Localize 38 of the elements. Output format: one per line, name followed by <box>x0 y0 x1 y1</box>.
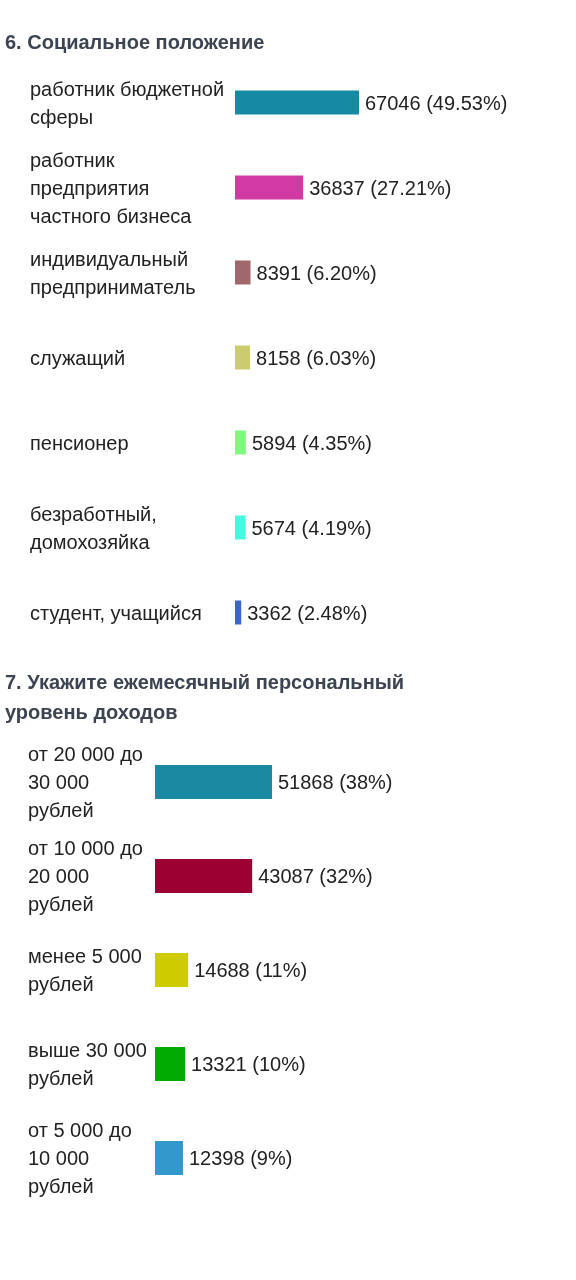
bar <box>155 1141 183 1175</box>
data-label: 36837 (27.21%) <box>309 176 452 199</box>
data-label: 14688 (11%) <box>194 959 308 981</box>
y-tick-label: служащий <box>30 346 126 369</box>
y-tick-label: от 10 000 до 20 000 рублей <box>28 837 143 915</box>
y-tick-label: безработный, домохозяйка <box>30 502 157 553</box>
data-label: 43087 (32%) <box>258 865 373 887</box>
data-label: 5674 (4.19%) <box>251 516 372 539</box>
data-label: 3362 (2.48%) <box>247 601 368 624</box>
bar <box>235 515 246 540</box>
y-tick-label: от 20 000 до 30 000 рублей <box>28 743 143 821</box>
data-label: 51868 (38%) <box>278 771 393 793</box>
chart-title: 7. Укажите ежемесячный персональный уровень доходов <box>5 671 405 723</box>
y-tick-label: студент, учащийся <box>30 601 202 624</box>
y-tick-label: работник предприятия частного бизнеса <box>30 148 193 227</box>
bar <box>235 345 251 370</box>
y-tick-label: работник бюджетной сферы <box>30 77 225 128</box>
bar <box>155 859 253 893</box>
y-tick-label: индивидуальный предприниматель <box>30 247 196 298</box>
bar <box>235 175 304 200</box>
bar <box>235 600 242 625</box>
chart-title: 6. Социальное положение <box>5 31 265 53</box>
bar <box>155 1047 186 1081</box>
bar <box>235 430 246 455</box>
data-label: 12398 (9%) <box>188 1147 293 1169</box>
y-tick-label: от 5 000 до 10 000 рублей <box>28 1119 132 1197</box>
y-tick-label: менее 5 000 рублей <box>28 945 142 995</box>
data-label: 8158 (6.03%) <box>256 346 377 369</box>
y-tick-label: пенсионер <box>30 431 129 454</box>
bar <box>155 765 272 799</box>
data-label: 13321 (10%) <box>191 1053 306 1075</box>
bar <box>235 90 359 115</box>
bar <box>235 260 251 285</box>
y-tick-label: выше 30 000 рублей <box>28 1039 147 1089</box>
data-label: 5894 (4.35%) <box>251 431 372 454</box>
data-label: 8391 (6.20%) <box>256 261 377 284</box>
bar <box>155 953 189 987</box>
data-label: 67046 (49.53%) <box>365 91 508 114</box>
